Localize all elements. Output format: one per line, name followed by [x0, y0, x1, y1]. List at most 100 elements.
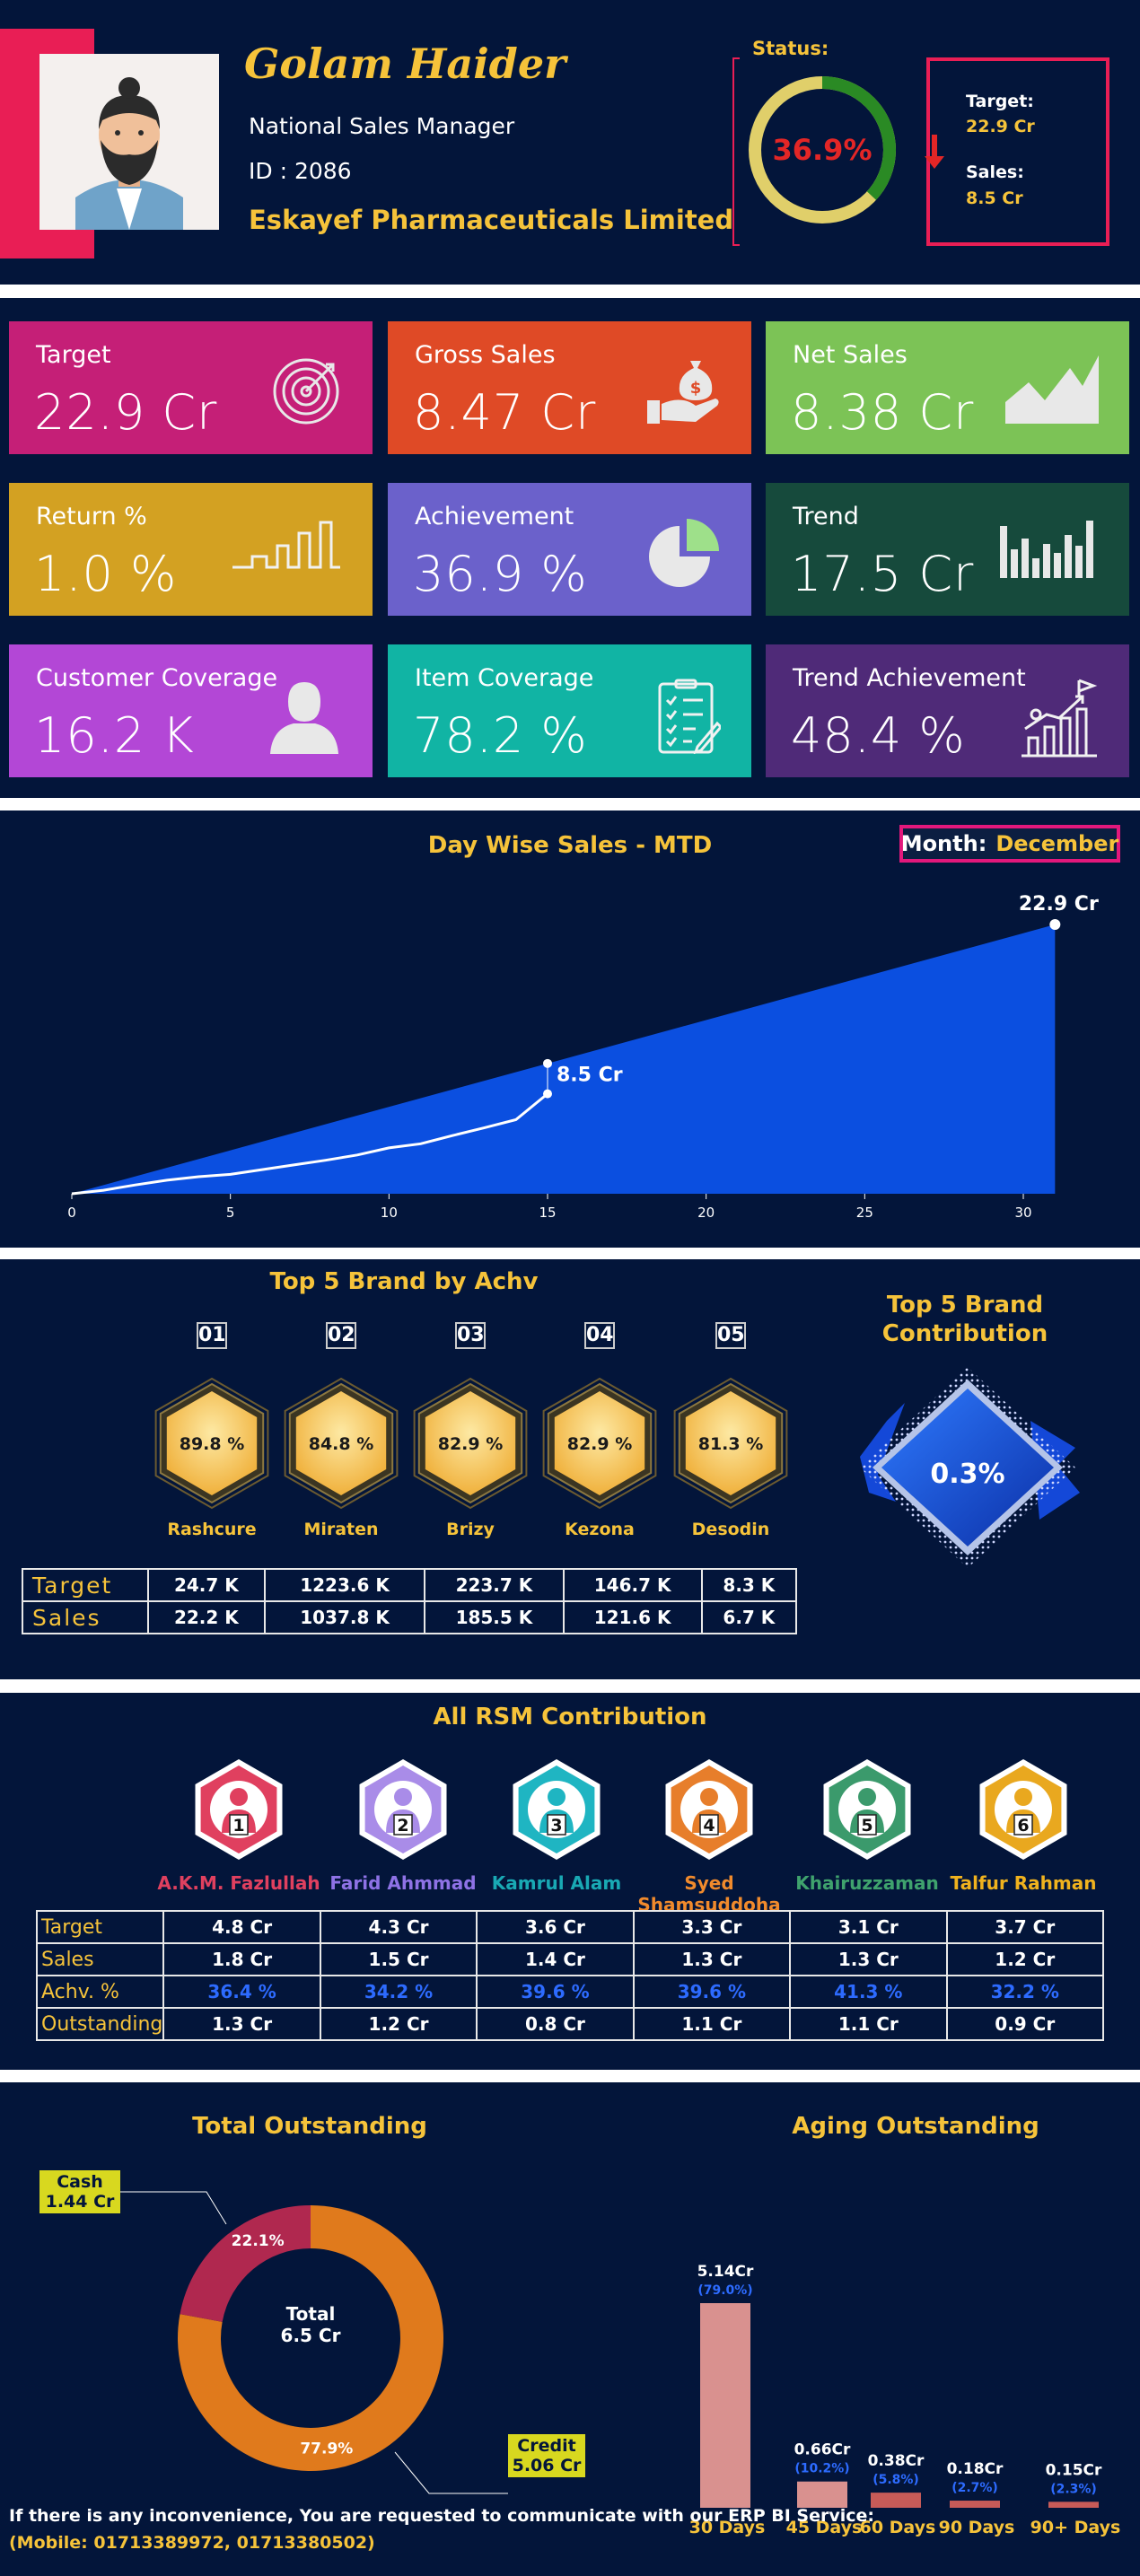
cash-label: Cash: [57, 2172, 103, 2192]
brand-achievement: 84.8 %: [309, 1434, 374, 1454]
brand-achievement: 89.8 %: [180, 1434, 245, 1454]
rsm-rank: 5: [861, 1816, 873, 1836]
rank-badge: [393, 1814, 413, 1836]
x-tick-label: 10: [381, 1205, 398, 1221]
brand-name: Rashcure: [167, 1520, 257, 1539]
target-progress-point: [543, 1058, 552, 1068]
donut-center-line1: Total: [285, 2303, 336, 2325]
hex-fill: [425, 1391, 516, 1495]
rank-badge: [857, 1814, 877, 1836]
month-filter[interactable]: Month: December: [899, 825, 1120, 863]
month-value: December: [995, 831, 1119, 856]
brand-achievement: 82.9 %: [438, 1434, 504, 1454]
money-hand-icon: $: [647, 361, 719, 424]
contribution-value: 0.3%: [930, 1459, 1005, 1490]
kpi-tile-net-sales: Net Sales 8.38 Cr: [766, 321, 1129, 454]
target-end-point: [1049, 919, 1061, 930]
brand-rank: 05: [715, 1322, 746, 1349]
person-icon: [270, 682, 338, 754]
table-cell: 1223.6 K: [263, 1568, 426, 1602]
kpi-label: Customer Coverage: [36, 664, 278, 692]
brand-hexagon: 81.3 %: [673, 1377, 788, 1510]
rank-badge: [1013, 1814, 1033, 1836]
aging-bar-chart: 5.14Cr (79.0%) 30 Days 0.66Cr (10.2%) 45 Days…: [689, 2263, 1121, 2537]
rsm-target-row: Target 4.8 Cr 4.3 Cr 3.6 Cr 3.3 Cr 3.1 C…: [35, 1910, 1104, 1944]
hex-fill: [554, 1391, 645, 1495]
cash-leader-line: [120, 2191, 227, 2225]
table-cell: 4.3 Cr: [319, 1910, 478, 1944]
table-cell: 223.7 K: [424, 1568, 565, 1602]
row-label: Outstanding: [35, 2007, 165, 2041]
employee-designation: National Sales Manager: [249, 113, 515, 139]
chart-title: Day Wise Sales - MTD: [427, 832, 713, 859]
table-cell: 3.6 Cr: [476, 1910, 635, 1944]
kpi-label: Achievement: [415, 503, 574, 530]
target-area: [72, 924, 1056, 1194]
row-label: Sales: [22, 1600, 149, 1634]
brand-name: Desodin: [691, 1520, 770, 1539]
rank-badge: [229, 1814, 249, 1836]
hex-fill: [685, 1391, 776, 1495]
top-brands-section: Top 5 Brand by Achv 01 89.8 % Rashcure 02 84…: [0, 1259, 1140, 1679]
rsm-avatar-hexagon: 4: [665, 1759, 753, 1860]
row-label: Achv. %: [35, 1975, 165, 2009]
checklist-icon: [658, 679, 721, 754]
actual-sales-line: [71, 1092, 548, 1196]
kpi-tile-achievement: Achievement 36.9 %: [388, 483, 751, 616]
table-cell: 0.9 Cr: [945, 2007, 1104, 2041]
day-wise-sales-section: Day Wise Sales - MTD Month: December 8.5…: [0, 810, 1140, 1248]
outstanding-section: Total Outstanding Aging Outstanding 77.9…: [0, 2082, 1140, 2576]
sales-value: 8.5 Cr: [966, 188, 1023, 208]
bar-value-label: 5.14Cr: [697, 2263, 754, 2281]
table-cell: 34.2 %: [319, 1975, 478, 2009]
rsm-name: A.K.M. Fazlullah: [157, 1872, 320, 1894]
kpi-tile-customer-coverage: Customer Coverage 16.2 K: [9, 644, 373, 777]
rsm-achv-row: Achv. % 36.4 % 34.2 % 39.6 % 39.6 % 41.3…: [35, 1975, 1104, 2009]
rsm-name: Khairuzzaman: [795, 1872, 939, 1894]
target-icon: [273, 358, 339, 425]
outstanding-donut-chart: 77.9% 22.1%: [120, 2191, 508, 2494]
aging-bar: [950, 2501, 1000, 2508]
brand-sales-row: Sales 22.2 K 1037.8 K 185.5 K 121.6 K 6.…: [22, 1600, 798, 1634]
kpi-tile-target: Target 22.9 Cr: [9, 321, 373, 454]
brand-table: Target 24.7 K 1223.6 K 223.7 K 146.7 K 8…: [22, 1568, 798, 1634]
step-line-icon: [232, 521, 340, 569]
rank-badge: [547, 1814, 566, 1836]
aging-bar: [700, 2303, 750, 2508]
table-cell: 1.1 Cr: [632, 2007, 792, 2041]
bar-category-label: 90 Days: [939, 2518, 1015, 2537]
rsm-outstanding-row: Outstanding 1.3 Cr 1.2 Cr 0.8 Cr 1.1 Cr …: [35, 2007, 1104, 2041]
donut-slice: [180, 2205, 311, 2322]
rsm-avatar-hexagon: 5: [823, 1759, 911, 1860]
person-head-icon: [700, 1788, 718, 1806]
rsm-section: All RSM Contribution 1 A.K.M. Fazlullah 2 F…: [0, 1693, 1140, 2070]
bar-percent-label: (79.0%): [697, 2283, 752, 2298]
actual-value-label: 8.5 Cr: [557, 1065, 623, 1087]
table-cell: 39.6 %: [476, 1975, 635, 2009]
rsm-rank: 6: [1017, 1816, 1029, 1836]
bar-value-label: 0.18Cr: [947, 2460, 1004, 2478]
status-percent: 36.9%: [772, 133, 873, 167]
hex-outer-ring: [673, 1377, 788, 1510]
rsm-name: Kamrul Alam: [491, 1872, 622, 1894]
rsm-sales-row: Sales 1.8 Cr 1.5 Cr 1.4 Cr 1.3 Cr 1.3 Cr…: [35, 1942, 1104, 1976]
rsm-name: Farid Ahmmad: [329, 1872, 477, 1894]
contribution-diamond: [860, 1367, 1080, 1568]
table-cell: 3.1 Cr: [789, 1910, 948, 1944]
table-cell: 24.7 K: [147, 1568, 266, 1602]
rsm-rank: 4: [703, 1816, 715, 1836]
bar-value-label: 0.15Cr: [1046, 2461, 1102, 2479]
brand-name: Miraten: [303, 1520, 379, 1539]
bar-category-label: 30 Days: [689, 2518, 766, 2537]
kpi-label: Trend Achievement: [793, 664, 1026, 692]
kpi-tile-trend: Trend 17.5 Cr: [766, 483, 1129, 616]
rsm-name: Syed Shamsuddoha: [637, 1872, 781, 1915]
company-name: Eskayef Pharmaceuticals Limited: [249, 205, 734, 235]
brand-name: Brizy: [446, 1520, 495, 1539]
sales-label: Sales:: [966, 162, 1024, 182]
kpi-label: Net Sales: [793, 341, 908, 369]
table-cell: 22.2 K: [147, 1600, 266, 1634]
credit-leader-line: [394, 2451, 508, 2494]
bar-chart-icon: [1000, 521, 1093, 578]
table-cell: 6.7 K: [700, 1600, 798, 1634]
